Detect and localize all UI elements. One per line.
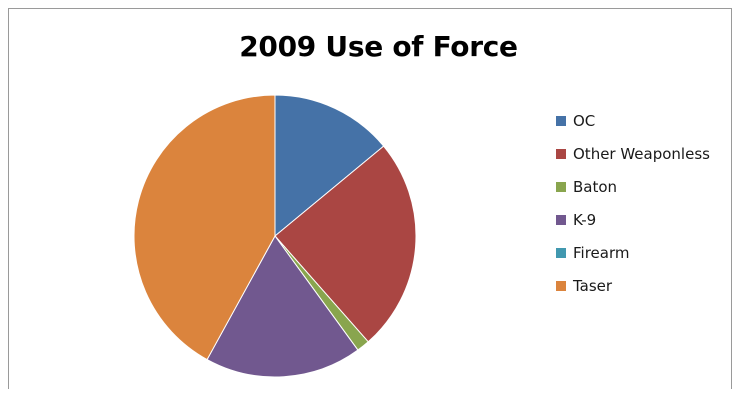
legend-item-taser: Taser (556, 275, 710, 297)
chart-legend: OC Other Weaponless Baton K-9 Firearm Taser (556, 110, 710, 308)
legend-label-taser: Taser (573, 277, 613, 295)
pie-slice-other-weaponless (274, 145, 417, 343)
legend-label-k-9: K-9 (573, 211, 597, 229)
legend-swatch-taser (556, 281, 566, 291)
legend-label-oc: OC (573, 112, 596, 130)
legend-item-other-weaponless: Other Weaponless (556, 143, 710, 165)
pie-slices (133, 94, 417, 378)
legend-swatch-oc (556, 116, 566, 126)
pie-slice-taser (133, 94, 276, 361)
legend-swatch-baton (556, 182, 566, 192)
legend-item-k-9: K-9 (556, 209, 710, 231)
legend-swatch-firearm (556, 248, 566, 258)
legend-item-firearm: Firearm (556, 242, 710, 264)
legend-swatch-k-9 (556, 215, 566, 225)
pie-slice-k-9 (206, 235, 359, 378)
pie-slice-oc (274, 94, 385, 238)
chart-title: 2009 Use of Force (239, 30, 518, 63)
legend-label-other-weaponless: Other Weaponless (573, 145, 710, 163)
legend-item-oc: OC (556, 110, 710, 132)
legend-label-baton: Baton (573, 178, 618, 196)
legend-swatch-other-weaponless (556, 149, 566, 159)
legend-item-baton: Baton (556, 176, 710, 198)
legend-label-firearm: Firearm (573, 244, 630, 262)
